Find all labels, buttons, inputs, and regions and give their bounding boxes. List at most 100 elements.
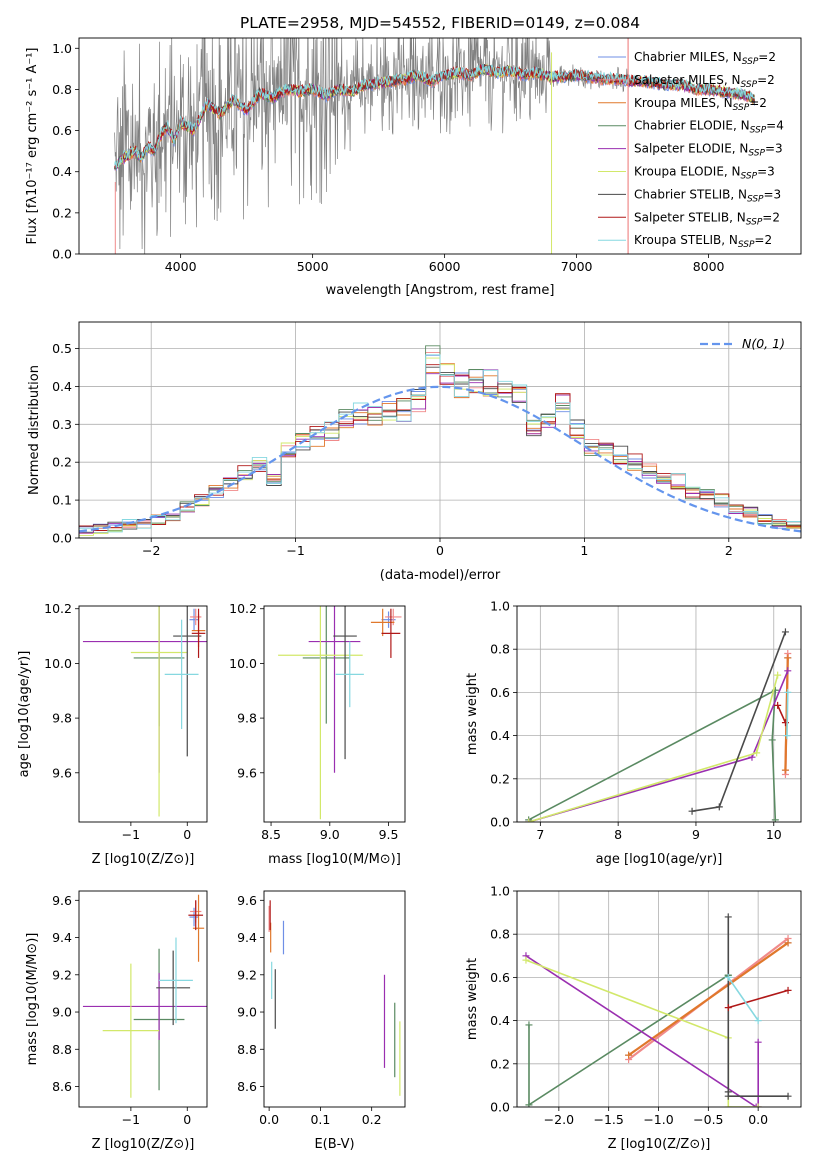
legend-label-sub: SSP xyxy=(738,240,755,250)
y-tick-label: 1.0 xyxy=(490,599,510,614)
legend-label-text: Salpeter STELIB, N xyxy=(634,210,746,224)
legend-label-sub: SSP xyxy=(742,57,759,67)
weight-line-salpeter-stelib xyxy=(728,989,789,1009)
weight-marker xyxy=(771,816,779,822)
weight-vs-Z-panel: −2.0 −1.5 −1.0 −0.5 0.0 0.0 0.2 0.4 0.6 0.8 1.0 Z [… xyxy=(465,884,802,1152)
legend-label: Kroupa STELIB, NSSP=2 xyxy=(634,233,772,250)
y-tick-label: 0.0 xyxy=(490,815,510,830)
legend-label-text: Chabrier ELODIE, N xyxy=(634,119,750,133)
x-tick-label: 0 xyxy=(183,1112,191,1127)
weight-marker xyxy=(525,1021,533,1029)
legend-label: Salpeter MILES, NSSP=2 xyxy=(634,73,775,90)
legend-label-text: Chabrier MILES, N xyxy=(634,50,742,64)
x-tick-label: 0.0 xyxy=(748,1112,768,1127)
legend-label: Salpeter STELIB, NSSP=2 xyxy=(634,210,780,227)
error-bars xyxy=(268,900,401,1096)
legend-label-tail: =2 xyxy=(757,73,775,87)
weight-marker xyxy=(784,654,792,662)
x-tick-label: 0.0 xyxy=(259,1112,279,1127)
axes-frame xyxy=(78,605,208,823)
weight-marker xyxy=(784,939,792,947)
legend-label-tail: =2 xyxy=(758,50,776,64)
legend-label-tail: =3 xyxy=(765,142,783,156)
axes-frame xyxy=(263,605,406,823)
legend-label: Chabrier STELIB, NSSP=3 xyxy=(634,187,781,204)
legend-label-sub: SSP xyxy=(746,217,763,227)
y-tick-label: 0.2 xyxy=(52,455,72,470)
y-tick-label: 1.0 xyxy=(52,41,72,56)
axes-frame xyxy=(263,890,406,1108)
y-tick-label: 1.0 xyxy=(490,884,510,899)
spectrum-panel: 4000 5000 6000 7000 8000 0.0 0.2 0.4 0.6 0.8 1.0 wa… xyxy=(25,37,802,298)
spectrum-title: PLATE=2958, MJD=54552, FIBERID=0149, z=0… xyxy=(240,14,640,32)
y-tick-label: 0.0 xyxy=(52,531,72,546)
x-tick-label: 9 xyxy=(692,827,700,842)
weight-marker xyxy=(784,1092,792,1100)
x-tick-label: 5000 xyxy=(297,259,329,274)
x-tick-label: −1.5 xyxy=(593,1112,623,1127)
y-axis-label: mass [log10(M/M⊙)] xyxy=(25,933,40,1066)
x-tick-label: 7000 xyxy=(561,259,593,274)
y-tick-label: 0.4 xyxy=(490,728,510,743)
y-tick-label: 8.6 xyxy=(237,1079,257,1094)
weight-marker xyxy=(724,1103,732,1107)
weight-marker xyxy=(724,1092,732,1100)
y-tick-label: 0.8 xyxy=(490,927,510,942)
x-tick-label: 10 xyxy=(766,827,782,842)
weight-marker xyxy=(754,1103,762,1107)
x-axis-label: age [log10(age/yr)] xyxy=(596,852,723,867)
histograms xyxy=(79,345,801,538)
x-tick-label: −1 xyxy=(122,1112,140,1127)
x-tick-label: 8 xyxy=(614,827,622,842)
y-axis-label: age [log10(age/yr)] xyxy=(17,651,32,778)
weight-marker xyxy=(754,1038,762,1046)
y-axis-label: Flux [fλ10⁻¹⁷ erg cm⁻² s⁻¹ A⁻¹] xyxy=(25,48,40,245)
x-tick-label: 7 xyxy=(536,827,544,842)
y-tick-label: 0.1 xyxy=(52,493,72,508)
y-tick-label: 9.8 xyxy=(52,711,72,726)
legend-label: N(0, 1) xyxy=(742,336,785,351)
x-tick-label: 8.5 xyxy=(261,827,281,842)
y-tick-label: 10.0 xyxy=(229,656,257,671)
residuals-panel: −2 −1 0 1 2 0.0 0.1 0.2 0.3 0.4 0.5 (data-model)/er… xyxy=(27,321,802,583)
y-tick-label: 9.8 xyxy=(237,711,257,726)
legend-label-sub: SSP xyxy=(747,194,764,204)
legend-label: Kroupa ELODIE, NSSP=3 xyxy=(634,165,775,182)
gaussian-curve xyxy=(79,385,801,533)
x-tick-label: 0.2 xyxy=(362,1112,382,1127)
y-tick-label: 10.2 xyxy=(44,601,72,616)
error-bars xyxy=(82,894,207,1098)
x-tick-label: 9.5 xyxy=(379,827,399,842)
x-tick-label: −1 xyxy=(286,543,304,558)
y-axis-label: mass weight xyxy=(465,673,480,755)
y-tick-label: 0.2 xyxy=(52,205,72,220)
x-axis-label: wavelength [Angstrom, rest frame] xyxy=(326,283,555,298)
y-tick-label: 8.8 xyxy=(237,1042,257,1057)
weight-marker xyxy=(724,973,732,981)
weight-marker xyxy=(724,913,732,921)
weight-marker xyxy=(715,803,723,811)
weight-marker xyxy=(774,701,782,709)
x-axis-label: E(B-V) xyxy=(314,1137,354,1152)
weight-line-salpeter-stelib xyxy=(776,705,787,723)
y-tick-label: 9.0 xyxy=(237,1005,257,1020)
y-axis-label: mass weight xyxy=(465,958,480,1040)
weight-marker xyxy=(784,667,792,675)
model-spectrum-kroupa-stelib xyxy=(114,64,755,169)
axes-frame xyxy=(78,37,802,255)
y-tick-label: 0.6 xyxy=(490,685,510,700)
axes-frame xyxy=(516,890,802,1108)
x-axis-label: Z [log10(Z/Z⊙)] xyxy=(92,852,195,867)
weight-marker xyxy=(724,1004,732,1012)
y-tick-label: 0.0 xyxy=(52,247,72,262)
legend-label-sub: SSP xyxy=(748,149,765,159)
mass-vs-Z-panel: −1 0 8.6 8.8 9.0 9.2 9.4 9.6 Z [log10(Z/Z⊙)] mass… xyxy=(25,890,208,1152)
weight-marker xyxy=(625,1051,633,1059)
weight-marker xyxy=(783,732,791,740)
y-tick-label: 0.4 xyxy=(490,1013,510,1028)
error-bars xyxy=(82,606,207,817)
y-tick-label: 9.0 xyxy=(52,1005,72,1020)
weight-marker xyxy=(781,628,789,636)
x-axis-label: mass [log10(M/M⊙)] xyxy=(268,852,401,867)
